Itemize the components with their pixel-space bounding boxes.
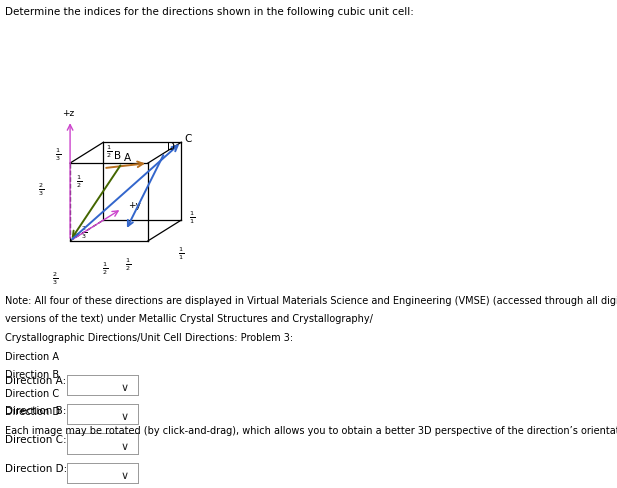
Text: $\frac{1}{2}$: $\frac{1}{2}$ [125,255,131,272]
Text: $\frac{1}{2}$: $\frac{1}{2}$ [102,260,108,277]
Text: Direction A:: Direction A: [5,376,66,386]
Text: Determine the indices for the directions shown in the following cubic unit cell:: Determine the indices for the directions… [5,7,414,17]
Text: +z: +z [62,109,75,118]
Text: Direction A: Direction A [5,351,59,361]
Text: D: D [167,142,175,152]
Text: +y: +y [128,201,141,210]
Text: Direction D:: Direction D: [5,464,67,473]
Text: B: B [114,151,122,161]
Text: C: C [184,134,192,143]
Text: Note: All four of these directions are displayed in Virtual Materials Science an: Note: All four of these directions are d… [5,295,617,305]
Text: $\frac{1}{2}$: $\frac{1}{2}$ [106,143,112,160]
Text: Direction C: Direction C [5,388,59,398]
Text: Direction B: Direction B [5,369,59,379]
Text: ∨: ∨ [121,470,129,480]
Text: $\frac{2}{3}$: $\frac{2}{3}$ [52,269,58,286]
Text: Direction B:: Direction B: [5,405,66,415]
Text: $\frac{1}{2}$: $\frac{1}{2}$ [76,174,82,190]
Text: $\frac{2}{3}$: $\frac{2}{3}$ [38,182,44,198]
Text: A: A [123,152,131,162]
Text: $\frac{1}{1}$: $\frac{1}{1}$ [189,209,195,226]
Text: ∨: ∨ [121,382,129,392]
Text: Crystallographic Directions/Unit Cell Directions: Problem 3:: Crystallographic Directions/Unit Cell Di… [5,332,293,342]
Text: $\frac{2}{3}$: $\frac{2}{3}$ [81,224,88,241]
Text: Direction D: Direction D [5,407,60,416]
Text: ∨: ∨ [121,441,129,450]
Text: ∨: ∨ [121,411,129,421]
Text: Each image may be rotated (by click-and-drag), which allows you to obtain a bett: Each image may be rotated (by click-and-… [5,425,617,435]
Text: versions of the text) under Metallic Crystal Structures and Crystallography/: versions of the text) under Metallic Cry… [5,314,373,324]
Text: $\frac{1}{1}$: $\frac{1}{1}$ [178,244,184,261]
Text: Direction C:: Direction C: [5,434,67,444]
Text: $\frac{1}{3}$: $\frac{1}{3}$ [55,146,61,163]
